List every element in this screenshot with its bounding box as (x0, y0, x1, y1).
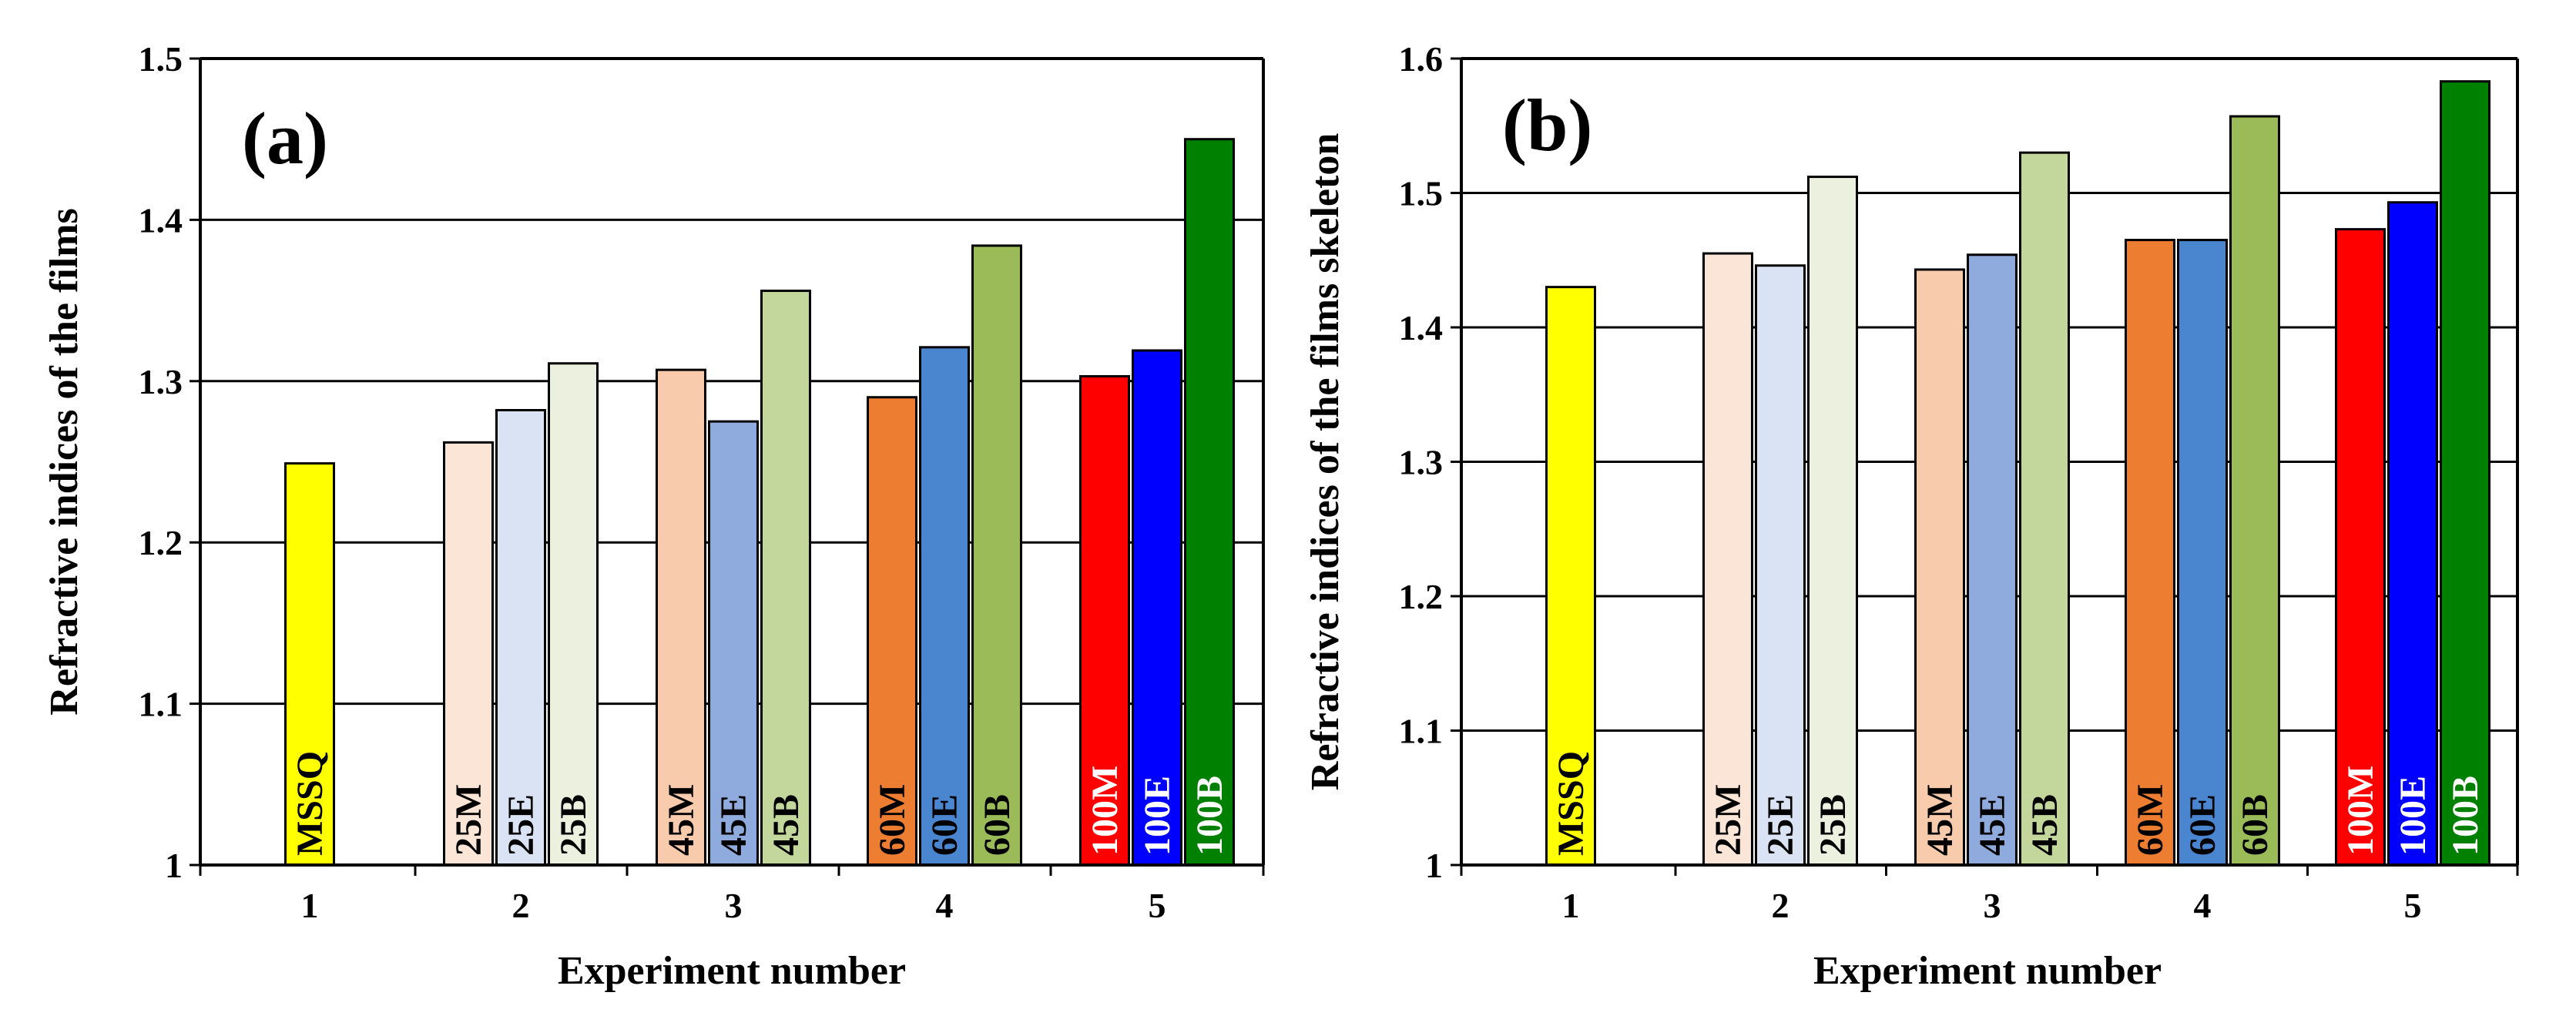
bar-25m (1702, 252, 1753, 867)
bar-label-45b: 45B (766, 794, 807, 856)
bar-label-25b: 25B (1813, 794, 1853, 856)
bar-100b (2440, 80, 2490, 867)
bar-label-25e: 25E (501, 794, 542, 856)
bar-label-100b: 100B (2445, 776, 2486, 856)
y-tick-label: 1.5 (1399, 174, 1444, 213)
bar-label-60b: 60B (2235, 794, 2276, 856)
x-tick-label: 3 (1984, 886, 2001, 925)
y-tick-label: 1.3 (1399, 443, 1444, 482)
bar-label-45e: 45E (713, 794, 754, 856)
bar-45b (760, 290, 811, 867)
y-axis-title: Refractive indices of the films skeleton (1303, 133, 1347, 791)
bar-label-25m: 25M (1708, 784, 1749, 856)
panel-label: (b) (1502, 84, 1592, 166)
bar-label-60m: 60M (2130, 784, 2171, 856)
bar-45e (708, 420, 759, 867)
bar-25e (1755, 264, 1806, 867)
y-tick-label: 1.2 (1399, 577, 1444, 616)
x-axis-title: Experiment number (558, 949, 906, 993)
bar-label-mssq: MSSQ (1551, 751, 1592, 856)
bar-45b (2019, 151, 2070, 867)
chart-panel-b: MSSQ 25M 25E 25B 45M 45E 45B 60M 60E 60B 100M 100E 1… (1303, 39, 2519, 993)
bar-label-100e: 100E (1137, 776, 1178, 856)
y-tick-label: 1.3 (139, 362, 183, 401)
bar-label-60e: 60E (924, 794, 965, 856)
y-tick-label: 1.4 (1399, 308, 1444, 347)
x-tick-label: 4 (936, 886, 954, 925)
x-tick-label: 3 (725, 886, 743, 925)
x-tick-label: 5 (1149, 886, 1166, 925)
bar-label-mssq: MSSQ (290, 751, 330, 856)
y-axis-title: Refractive indices of the films (42, 208, 86, 715)
bar-label-45e: 45E (1972, 794, 2013, 856)
bar-60b (2229, 115, 2280, 867)
chart-panel-a: MSSQ 25M 25E 25B 45M 45E 45B 60M 60E 60B 100M 100E 1… (42, 39, 1265, 993)
panel-label: (a) (242, 97, 328, 179)
bar-label-45b: 45B (2024, 794, 2065, 856)
bar-label-45m: 45M (1920, 784, 1961, 856)
bar-label-100m: 100M (1085, 766, 1125, 856)
bar-label-60m: 60M (872, 784, 913, 856)
bar-label-60b: 60B (977, 794, 1018, 856)
bar-mssq (1545, 286, 1596, 867)
bar-100e (2387, 201, 2438, 867)
y-tick-label: 1.2 (139, 523, 183, 562)
bar-label-25e: 25E (1760, 794, 1801, 856)
x-tick-label: 2 (512, 886, 530, 925)
bar-60e (919, 346, 970, 867)
bar-60m (2125, 239, 2175, 867)
bar-mssq (284, 462, 335, 867)
bar-45m (1914, 268, 1965, 867)
bar-25b (1807, 176, 1858, 867)
x-tick-label: 1 (301, 886, 319, 925)
bar-60m (867, 396, 917, 867)
x-tick-label: 4 (2194, 886, 2212, 925)
x-tick-label: 2 (1772, 886, 1789, 925)
bar-label-100e: 100E (2393, 776, 2433, 856)
bar-label-100m: 100M (2340, 766, 2381, 856)
bar-100m (1079, 375, 1130, 867)
bar-25e (495, 408, 546, 867)
bar-label-25m: 25M (448, 784, 489, 856)
bar-25b (548, 362, 599, 867)
bar-60b (971, 244, 1022, 867)
x-tick-label: 1 (1562, 886, 1580, 925)
bar-label-60e: 60E (2182, 794, 2223, 856)
bar-label-45m: 45M (661, 784, 702, 856)
y-tick-label: 1.4 (139, 200, 183, 240)
bar-100b (1184, 138, 1235, 867)
y-tick-label: 1.1 (139, 685, 183, 724)
bar-label-100b: 100B (1189, 776, 1230, 856)
y-tick-label: 1 (1425, 846, 1443, 885)
bar-60e (2177, 239, 2228, 867)
x-tick-label: 5 (2404, 886, 2422, 925)
bar-label-25b: 25B (553, 794, 594, 856)
x-axis-title: Experiment number (1813, 949, 2162, 993)
y-tick-label: 1.5 (139, 39, 183, 79)
bar-45m (656, 368, 706, 867)
bar-100e (1132, 349, 1182, 867)
y-tick-label: 1 (165, 846, 183, 885)
y-tick-label: 1.1 (1399, 712, 1444, 751)
bar-45e (1967, 253, 2018, 867)
y-tick-label: 1.6 (1399, 39, 1444, 79)
